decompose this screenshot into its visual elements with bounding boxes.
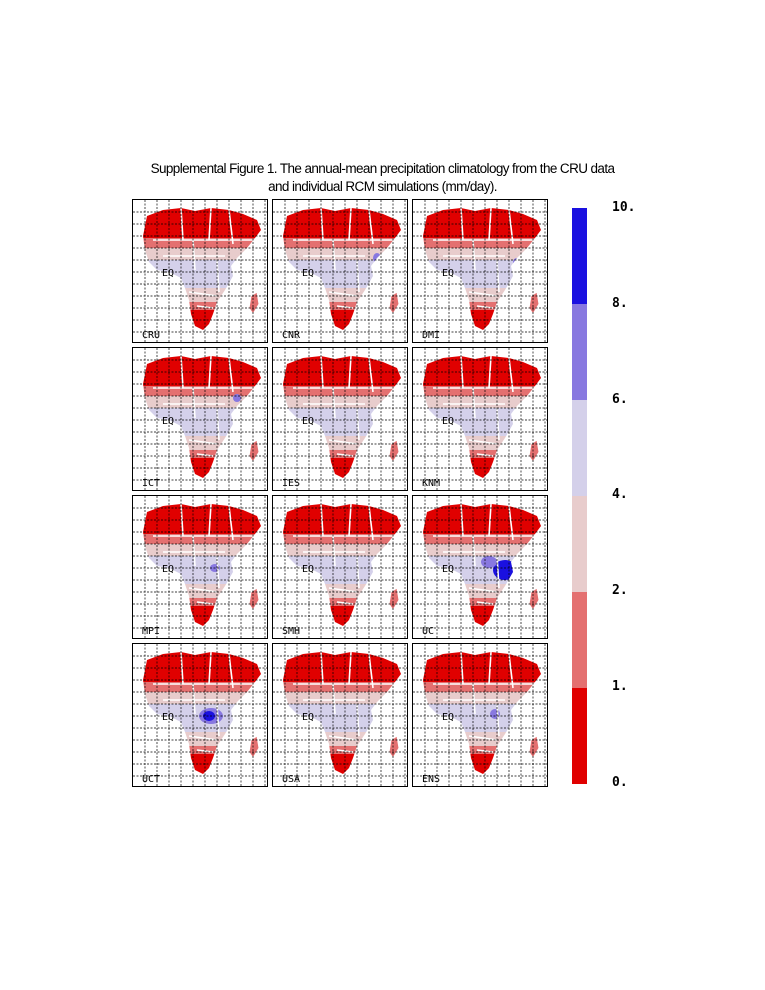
equator-label: EQ [302,712,315,723]
precip-map-ens [413,644,547,786]
panel-label-smh: SMH [282,626,301,637]
precip-map-mpi [133,496,267,638]
equator-label: EQ [442,564,455,575]
map-panel-uc: EQ UC [412,495,548,639]
precip-map-dmi [413,200,547,342]
precip-map-cru [133,200,267,342]
caption-line-1: Supplemental Figure 1. The annual-mean p… [150,161,615,176]
equator-label: EQ [302,416,315,427]
equator-label: EQ [162,712,175,723]
panel-label-ens: ENS [422,774,441,785]
panel-label-cnr: CNR [282,330,301,341]
colorbar-tick-label: 4. [612,487,628,503]
panel-label-ict: ICT [142,478,161,489]
panel-label-mpi: MPI [142,626,161,637]
colorbar-segment-1 [572,304,587,400]
map-panel-knm: EQ KNM [412,347,548,491]
colorbar-tick-label: 6. [612,391,628,407]
map-panel-ict: EQ ICT [132,347,268,491]
equator-label: EQ [162,268,175,279]
colorbar [572,208,587,784]
map-panel-mpi: EQ MPI [132,495,268,639]
equator-label: EQ [442,712,455,723]
colorbar-tick-label: 10. [612,200,636,215]
equator-label: EQ [162,416,175,427]
caption-line-2: and individual RCM simulations (mm/day). [268,179,497,194]
equator-label: EQ [442,268,455,279]
panel-label-dmi: DMI [422,330,441,341]
precip-map-knm [413,348,547,490]
colorbar-tick-label: 0. [612,774,628,790]
precip-map-ict [133,348,267,490]
precip-map-uct [133,644,267,786]
panel-label-cru: CRU [142,330,161,341]
map-panel-dmi: EQ DMI [412,199,548,343]
colorbar-tick-label: 1. [612,679,628,694]
panel-label-uct: UCT [142,774,161,785]
precip-map-ies [273,348,407,490]
precip-map-cnr [273,200,407,342]
precip-map-smh [273,496,407,638]
map-panel-usa: EQ USA [272,643,408,787]
equator-label: EQ [442,416,455,427]
panel-label-usa: USA [282,774,301,785]
precip-map-usa [273,644,407,786]
colorbar-segment-3 [572,496,587,592]
colorbar-segment-0 [572,208,587,304]
panel-label-ies: IES [282,478,301,489]
map-panel-cru: EQ CRU [132,199,268,343]
colorbar-tick-label: 8. [612,295,628,311]
colorbar-tick-label: 2. [612,583,628,599]
map-panel-ies: EQ IES [272,347,408,491]
colorbar-segment-4 [572,592,587,688]
equator-label: EQ [302,268,315,279]
map-panel-smh: EQ SMH [272,495,408,639]
panel-label-knm: KNM [422,478,441,489]
panel-label-uc: UC [422,626,435,637]
colorbar-segment-2 [572,400,587,496]
figure-caption: Supplemental Figure 1. The annual-mean p… [0,160,765,196]
map-panel-uct: EQ UCT [132,643,268,787]
map-panel-ens: EQ ENS [412,643,548,787]
colorbar-segment-5 [572,688,587,784]
precip-map-uc [413,496,547,638]
equator-label: EQ [162,564,175,575]
equator-label: EQ [302,564,315,575]
map-panel-cnr: EQ CNR [272,199,408,343]
